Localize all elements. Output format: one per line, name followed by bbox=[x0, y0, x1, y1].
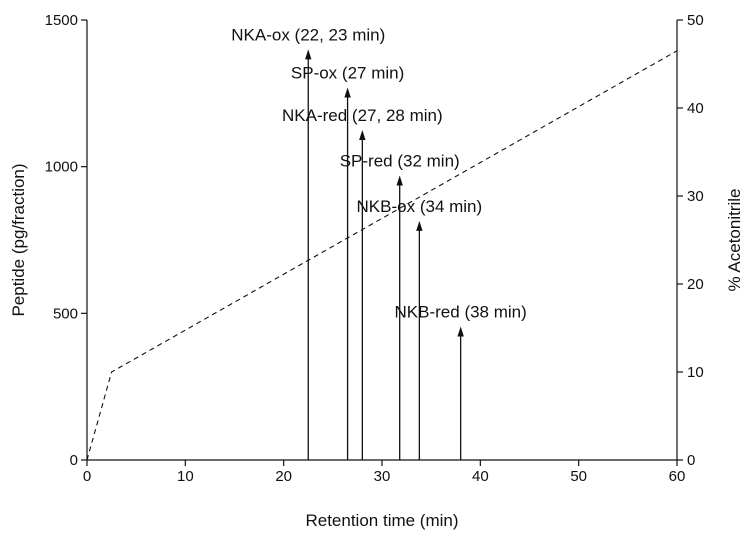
peak-arrow bbox=[396, 175, 403, 186]
x-axis-label: Retention time (min) bbox=[305, 511, 458, 530]
peak-arrow bbox=[457, 326, 464, 337]
peptide-peaks: NKA-ox (22, 23 min) SP-ox (27 min) NKA-red… bbox=[231, 25, 527, 460]
y2-tick-label: 10 bbox=[687, 364, 704, 381]
peak-arrow bbox=[305, 49, 312, 60]
x-tick-label: 0 bbox=[83, 468, 91, 485]
y2-axis-label: % Acetonitrile bbox=[725, 189, 744, 292]
x-tick-label: 20 bbox=[275, 468, 292, 485]
x-tick-label: 50 bbox=[570, 468, 587, 485]
peak-arrow bbox=[416, 220, 423, 231]
y-tick-label: 0 bbox=[70, 452, 78, 469]
y-tick-label: 1000 bbox=[45, 159, 78, 176]
x-tick-label: 40 bbox=[472, 468, 489, 485]
y2-tick-label: 20 bbox=[687, 276, 704, 293]
peak-label: NKA-ox (22, 23 min) bbox=[231, 25, 385, 44]
x-tick-label: 60 bbox=[669, 468, 686, 485]
y2-tick-label: 40 bbox=[687, 100, 704, 117]
peak-label: NKA-red (27, 28 min) bbox=[282, 106, 443, 125]
peak-label: NKB-ox (34 min) bbox=[357, 197, 483, 216]
peak-label: SP-red (32 min) bbox=[340, 151, 460, 170]
y2-tick-label: 50 bbox=[687, 12, 704, 29]
y2-tick-label: 0 bbox=[687, 452, 695, 469]
x-tick-label: 30 bbox=[374, 468, 391, 485]
peak-label: SP-ox (27 min) bbox=[291, 63, 404, 82]
y-tick-label: 1500 bbox=[45, 12, 78, 29]
y-axis-label: Peptide (pg/fraction) bbox=[9, 163, 28, 316]
acetonitrile-gradient bbox=[86, 50, 678, 461]
peak-arrow bbox=[359, 130, 366, 140]
peak-arrow bbox=[344, 87, 351, 98]
y2-tick-label: 30 bbox=[687, 188, 704, 205]
peak-label: NKB-red (38 min) bbox=[395, 303, 527, 322]
acetonitrile-line bbox=[86, 50, 678, 461]
x-tick-label: 10 bbox=[177, 468, 194, 485]
y-tick-label: 500 bbox=[53, 305, 78, 322]
